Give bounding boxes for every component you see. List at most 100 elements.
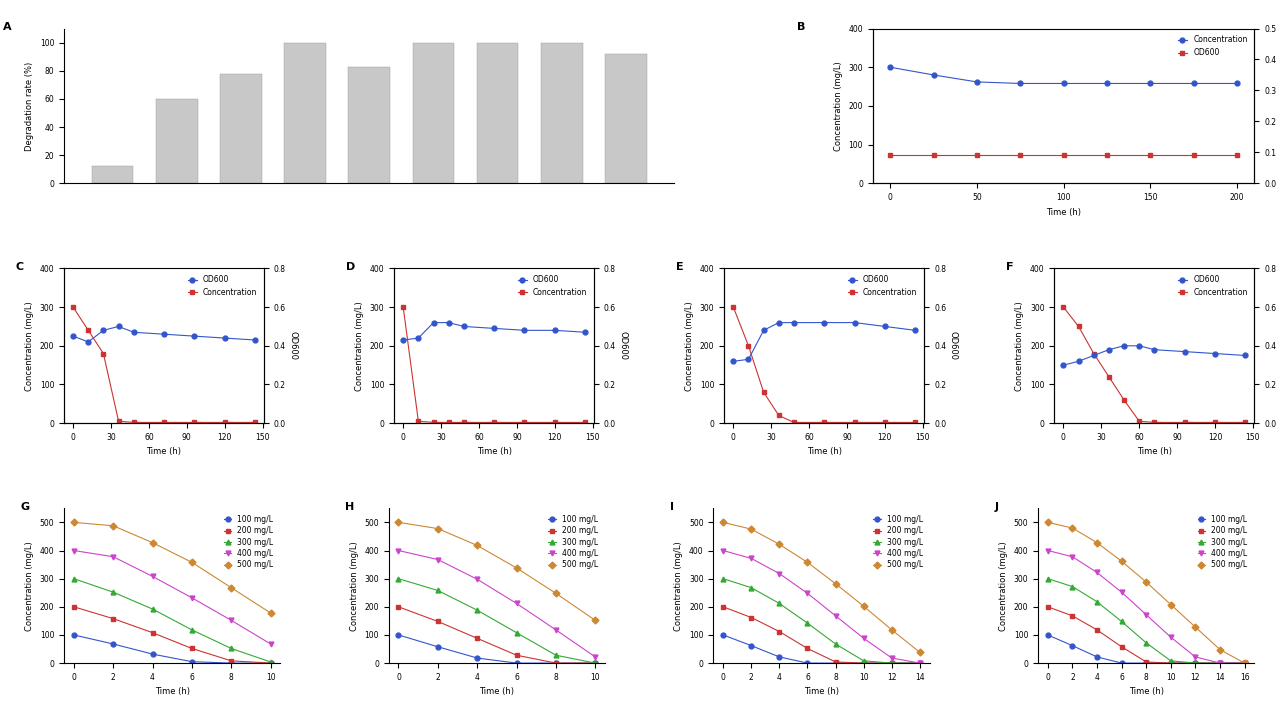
200 mg/L (800, 644, 815, 652)
OD600 (741, 355, 756, 364)
300 mg/L (1212, 659, 1228, 667)
Concentration (1187, 79, 1202, 88)
Concentration (442, 418, 457, 426)
300 mg/L (184, 625, 200, 634)
500 mg/L (470, 541, 485, 550)
OD600 (1187, 151, 1202, 160)
100 mg/L (913, 659, 928, 667)
OD600 (547, 326, 562, 334)
Line: 300 mg/L: 300 mg/L (1046, 576, 1247, 665)
OD600 (156, 330, 172, 339)
Line: 300 mg/L: 300 mg/L (721, 576, 923, 665)
100 mg/L (430, 642, 445, 651)
Line: Concentration: Concentration (70, 304, 257, 425)
400 mg/L (1089, 568, 1105, 577)
100 mg/L (1236, 659, 1252, 667)
200 mg/L (772, 627, 787, 636)
400 mg/L (1114, 588, 1129, 597)
OD600 (517, 326, 532, 334)
400 mg/L (913, 659, 928, 667)
400 mg/L (145, 572, 160, 580)
Y-axis label: OD600: OD600 (1279, 332, 1280, 360)
OD600 (442, 318, 457, 327)
100 mg/L (224, 659, 239, 667)
500 mg/L (800, 558, 815, 567)
OD600 (486, 324, 502, 333)
300 mg/L (744, 583, 759, 592)
Y-axis label: Degradation rate (%): Degradation rate (%) (26, 61, 35, 150)
Concentration (969, 78, 984, 86)
Line: 400 mg/L: 400 mg/L (72, 548, 273, 647)
Y-axis label: Concentration (mg/L): Concentration (mg/L) (356, 301, 365, 391)
OD600 (456, 322, 471, 331)
500 mg/L (145, 538, 160, 547)
Y-axis label: Concentration (mg/L): Concentration (mg/L) (1000, 541, 1009, 630)
400 mg/L (1236, 659, 1252, 667)
100 mg/L (1138, 659, 1153, 667)
Text: A: A (3, 22, 12, 32)
Y-axis label: OD600: OD600 (1279, 91, 1280, 120)
Concentration (1238, 418, 1253, 426)
OD600 (1207, 349, 1222, 358)
Legend: 100 mg/L, 200 mg/L, 300 mg/L, 400 mg/L, 500 mg/L: 100 mg/L, 200 mg/L, 300 mg/L, 400 mg/L, … (1194, 512, 1251, 573)
500 mg/L (390, 518, 406, 527)
500 mg/L (716, 518, 731, 527)
Concentration (396, 303, 411, 312)
Line: Concentration: Concentration (401, 304, 588, 425)
400 mg/L (772, 569, 787, 578)
Concentration (125, 418, 141, 426)
Text: E: E (676, 262, 684, 272)
200 mg/L (105, 615, 120, 623)
Line: OD600: OD600 (1061, 344, 1248, 368)
200 mg/L (1065, 612, 1080, 620)
400 mg/L (884, 654, 900, 662)
Line: 500 mg/L: 500 mg/L (1046, 520, 1247, 665)
OD600 (1238, 352, 1253, 360)
300 mg/L (430, 586, 445, 595)
400 mg/L (470, 575, 485, 583)
Concentration (925, 71, 941, 79)
Line: 300 mg/L: 300 mg/L (72, 576, 273, 665)
500 mg/L (1236, 659, 1252, 667)
Legend: 100 mg/L, 200 mg/L, 300 mg/L, 400 mg/L, 500 mg/L: 100 mg/L, 200 mg/L, 300 mg/L, 400 mg/L, … (870, 512, 925, 573)
300 mg/L (588, 659, 603, 667)
Legend: 100 mg/L, 200 mg/L, 300 mg/L, 400 mg/L, 500 mg/L: 100 mg/L, 200 mg/L, 300 mg/L, 400 mg/L, … (220, 512, 276, 573)
OD600 (882, 151, 897, 160)
500 mg/L (1188, 622, 1203, 631)
400 mg/L (390, 546, 406, 555)
OD600 (81, 338, 96, 347)
Line: 200 mg/L: 200 mg/L (72, 605, 273, 665)
200 mg/L (1188, 659, 1203, 667)
400 mg/L (800, 589, 815, 597)
200 mg/L (145, 628, 160, 637)
500 mg/L (744, 525, 759, 533)
500 mg/L (430, 524, 445, 533)
Concentration (1143, 79, 1158, 88)
400 mg/L (184, 593, 200, 602)
Concentration (426, 418, 442, 426)
Line: 200 mg/L: 200 mg/L (1046, 605, 1247, 665)
Concentration (847, 418, 863, 426)
200 mg/L (856, 659, 872, 667)
Concentration (456, 418, 471, 426)
OD600 (1056, 361, 1071, 369)
400 mg/L (105, 553, 120, 561)
500 mg/L (262, 609, 278, 617)
OD600 (1116, 342, 1132, 350)
OD600 (726, 357, 741, 366)
400 mg/L (744, 554, 759, 563)
200 mg/L (184, 644, 200, 652)
Concentration (1012, 79, 1028, 88)
200 mg/L (1041, 602, 1056, 611)
X-axis label: Time (h): Time (h) (1129, 687, 1164, 697)
500 mg/L (884, 625, 900, 634)
200 mg/L (588, 659, 603, 667)
Bar (92, 166, 133, 183)
300 mg/L (716, 575, 731, 583)
OD600 (218, 334, 233, 342)
200 mg/L (224, 657, 239, 665)
300 mg/L (913, 659, 928, 667)
Line: OD600: OD600 (731, 320, 918, 364)
300 mg/L (390, 575, 406, 583)
100 mg/L (548, 659, 563, 667)
